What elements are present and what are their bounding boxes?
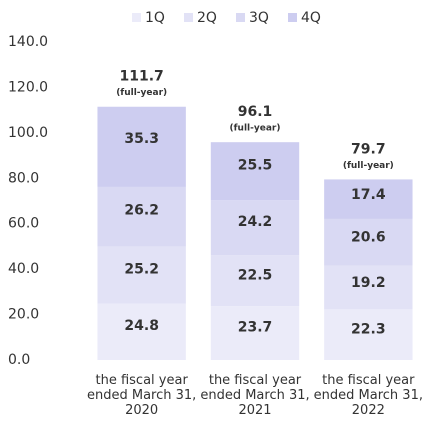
value-label: 17.4 xyxy=(351,187,386,203)
bar-segment xyxy=(324,179,413,219)
value-label: 25.2 xyxy=(124,261,159,277)
total-label: 111.7 xyxy=(120,69,164,85)
legend-swatch xyxy=(132,13,141,22)
x-tick-label: the fiscal year ended March 31, 2021 xyxy=(200,373,310,418)
bar-segment xyxy=(97,106,186,187)
total-label: 96.1 xyxy=(238,104,273,120)
legend-swatch xyxy=(236,13,245,22)
x-tick-label: the fiscal year ended March 31, 2022 xyxy=(313,373,423,418)
value-label: 24.8 xyxy=(124,318,159,334)
total-note: (full-year) xyxy=(230,124,281,134)
y-tick-label: 40.0 xyxy=(8,261,39,277)
x-tick-label: the fiscal year ended March 31, 2020 xyxy=(87,373,197,418)
bar-segment xyxy=(210,200,300,256)
legend-label: 2Q xyxy=(197,10,217,26)
total-note: (full-year) xyxy=(343,161,394,171)
bar-segment xyxy=(97,303,186,360)
bar-segment xyxy=(210,142,300,201)
value-label: 25.5 xyxy=(238,157,273,173)
bar-segment xyxy=(210,255,300,307)
total-label: 79.7 xyxy=(351,141,386,157)
y-tick-label: 60.0 xyxy=(8,216,39,232)
value-label: 24.2 xyxy=(238,214,273,230)
y-tick-label: 120.0 xyxy=(8,79,48,95)
bar-segment xyxy=(324,309,413,360)
y-tick-label: 100.0 xyxy=(8,125,48,141)
value-label: 23.7 xyxy=(238,320,273,336)
legend-label: 3Q xyxy=(249,10,269,26)
bar-segment xyxy=(324,265,413,310)
bar-segment xyxy=(324,218,413,266)
legend-swatch xyxy=(288,13,297,22)
value-label: 19.2 xyxy=(351,275,386,291)
y-tick-label: 140.0 xyxy=(8,34,48,50)
value-label: 26.2 xyxy=(124,203,159,219)
value-label: 22.3 xyxy=(351,322,386,338)
y-tick-label: 80.0 xyxy=(8,170,39,186)
y-tick-label: 0.0 xyxy=(8,352,30,368)
bar-segment xyxy=(97,246,186,304)
y-tick-label: 20.0 xyxy=(8,307,39,323)
bar-segment xyxy=(97,186,186,247)
legend-label: 4Q xyxy=(301,10,321,26)
value-label: 35.3 xyxy=(124,131,159,147)
total-note: (full-year) xyxy=(116,88,167,98)
legend-swatch xyxy=(184,13,193,22)
legend-label: 1Q xyxy=(145,10,165,26)
value-label: 20.6 xyxy=(351,230,386,246)
bar-segment xyxy=(210,306,300,360)
value-label: 22.5 xyxy=(238,268,273,284)
